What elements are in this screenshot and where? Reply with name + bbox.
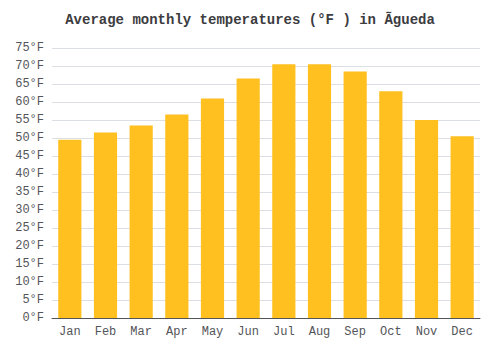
svg-text:30°F: 30°F bbox=[15, 203, 44, 217]
svg-text:65°F: 65°F bbox=[15, 77, 44, 91]
svg-text:70°F: 70°F bbox=[15, 59, 44, 73]
svg-text:Mar: Mar bbox=[130, 325, 152, 339]
svg-text:Jan: Jan bbox=[59, 325, 81, 339]
svg-text:Apr: Apr bbox=[166, 325, 188, 339]
svg-text:50°F: 50°F bbox=[15, 131, 44, 145]
svg-text:10°F: 10°F bbox=[15, 275, 44, 289]
svg-text:Nov: Nov bbox=[416, 325, 438, 339]
svg-text:May: May bbox=[202, 325, 224, 339]
svg-text:Sep: Sep bbox=[344, 325, 366, 339]
svg-text:75°F: 75°F bbox=[15, 41, 44, 55]
svg-text:Jun: Jun bbox=[237, 325, 259, 339]
svg-text:45°F: 45°F bbox=[15, 149, 44, 163]
svg-text:35°F: 35°F bbox=[15, 185, 44, 199]
svg-text:Jul: Jul bbox=[273, 325, 295, 339]
svg-text:25°F: 25°F bbox=[15, 221, 44, 235]
svg-text:15°F: 15°F bbox=[15, 257, 44, 271]
svg-text:5°F: 5°F bbox=[22, 293, 44, 307]
svg-text:0°F: 0°F bbox=[22, 311, 44, 325]
svg-text:Aug: Aug bbox=[309, 325, 331, 339]
svg-text:Average monthly temperatures (: Average monthly temperatures (°F ) in Ãg… bbox=[65, 11, 435, 28]
svg-text:55°F: 55°F bbox=[15, 113, 44, 127]
svg-text:40°F: 40°F bbox=[15, 167, 44, 181]
svg-text:20°F: 20°F bbox=[15, 239, 44, 253]
svg-text:Oct: Oct bbox=[380, 325, 402, 339]
svg-text:Dec: Dec bbox=[451, 325, 473, 339]
svg-text:Feb: Feb bbox=[95, 325, 117, 339]
svg-text:60°F: 60°F bbox=[15, 95, 44, 109]
